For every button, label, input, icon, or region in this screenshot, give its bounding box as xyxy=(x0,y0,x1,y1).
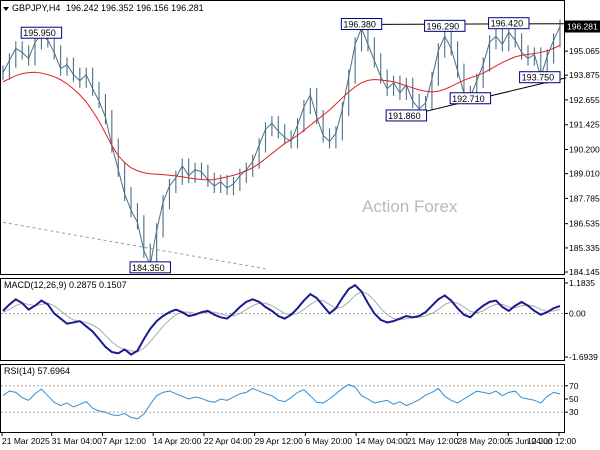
axes: 196.281 195.065 193.875 192.655 191.425 190.2… xyxy=(1,20,600,446)
rsi-tick-label: 50 xyxy=(569,394,579,404)
macd-line xyxy=(2,283,561,356)
callout-text: 196.420 xyxy=(491,19,524,29)
callout-text: 193.750 xyxy=(522,73,555,83)
price-plot: 195.950 184.350 196.380 191.860 196.290 192.7… xyxy=(2,17,567,274)
price-tick-label: 191.425 xyxy=(569,120,600,130)
x-tick-label: 6 May 20:00 xyxy=(305,436,352,446)
callout-text: 184.350 xyxy=(132,263,165,273)
macd-tick-label: 0.00 xyxy=(569,308,586,318)
callout-text: 191.860 xyxy=(388,111,421,121)
dashed-trendline xyxy=(2,221,266,270)
price-tick-label: 190.200 xyxy=(569,145,600,155)
callout-box xyxy=(424,19,466,32)
price-panel-frame xyxy=(0,0,565,275)
x-tick-label: 21 Mar 2025 xyxy=(2,436,50,446)
macd-title: MACD(12,26,9) 0.2875 0.1507 xyxy=(4,280,127,290)
macd-tick-label: 1.1835 xyxy=(569,278,595,288)
price-callout: 184.350 xyxy=(129,261,171,274)
triangle-down-icon[interactable] xyxy=(3,7,9,11)
rsi-title: RSI(14) 57.6964 xyxy=(4,366,70,376)
moving-average-line xyxy=(2,44,561,181)
last-price-tag xyxy=(565,20,600,33)
x-tick-label: 7 Apr 12:00 xyxy=(102,436,146,446)
x-tick-label: 31 Mar 04:00 xyxy=(52,436,102,446)
callout-text: 196.290 xyxy=(427,21,460,31)
callout-box xyxy=(129,261,171,274)
x-tick-label: 14 May 04:00 xyxy=(356,436,408,446)
price-tick-label: 185.335 xyxy=(569,243,600,253)
price-tick-label: 189.010 xyxy=(569,169,600,179)
ohlc-readout: 196.242 196.352 196.156 196.281 xyxy=(66,3,204,13)
price-tick-label: 184.145 xyxy=(569,267,600,277)
price-callout: 191.860 xyxy=(385,109,428,122)
price-tick-label: 187.785 xyxy=(569,193,600,203)
macd-plot xyxy=(1,283,564,356)
macd-tick-label: -1.6939 xyxy=(569,352,598,362)
price-callout: 196.420 xyxy=(488,17,530,30)
rsi-tick-label: 30 xyxy=(569,407,579,417)
callout-box xyxy=(449,92,492,105)
rsi-plot xyxy=(1,383,564,420)
price-callout: 196.380 xyxy=(340,18,383,31)
last-price-label: 196.281 xyxy=(567,22,598,32)
macd-panel-frame xyxy=(0,278,565,361)
price-callout: 195.950 xyxy=(20,26,63,39)
callout-text: 195.950 xyxy=(23,28,56,38)
rsi-tick-label: 70 xyxy=(569,381,579,391)
price-tick-label: 186.535 xyxy=(569,219,600,229)
callout-box xyxy=(488,17,530,30)
watermark: Action Forex xyxy=(362,197,458,216)
price-tick-label: 193.875 xyxy=(569,70,600,80)
x-tick-label: 22 Apr 04:00 xyxy=(204,436,252,446)
rsi-line xyxy=(2,383,561,420)
callout-box xyxy=(519,71,561,84)
signal-line xyxy=(2,291,561,353)
x-tick-label: 5 Jun 04:00 xyxy=(508,436,553,446)
x-tick-label: 29 Apr 12:00 xyxy=(255,436,303,446)
callout-box xyxy=(340,18,383,31)
x-tick-label: 14 Apr 20:00 xyxy=(153,436,201,446)
callout-text: 192.710 xyxy=(452,94,485,104)
rsi-panel-frame xyxy=(0,364,565,433)
price-tick-label: 192.655 xyxy=(569,95,600,105)
price-tick-label: 195.065 xyxy=(569,46,600,56)
callout-box xyxy=(385,109,428,122)
price-callout: 196.290 xyxy=(424,19,466,32)
price-callout: 193.750 xyxy=(519,71,561,84)
callout-text: 196.380 xyxy=(343,20,376,30)
callout-box xyxy=(20,26,63,39)
price-callout: 192.710 xyxy=(449,92,492,105)
x-tick-label: 12 Jun 12:00 xyxy=(527,436,576,446)
x-tick-label: 28 May 20:00 xyxy=(458,436,510,446)
symbol-label: GBPJPY,H4 xyxy=(12,3,60,13)
x-tick-label: 21 May 12:00 xyxy=(407,436,459,446)
